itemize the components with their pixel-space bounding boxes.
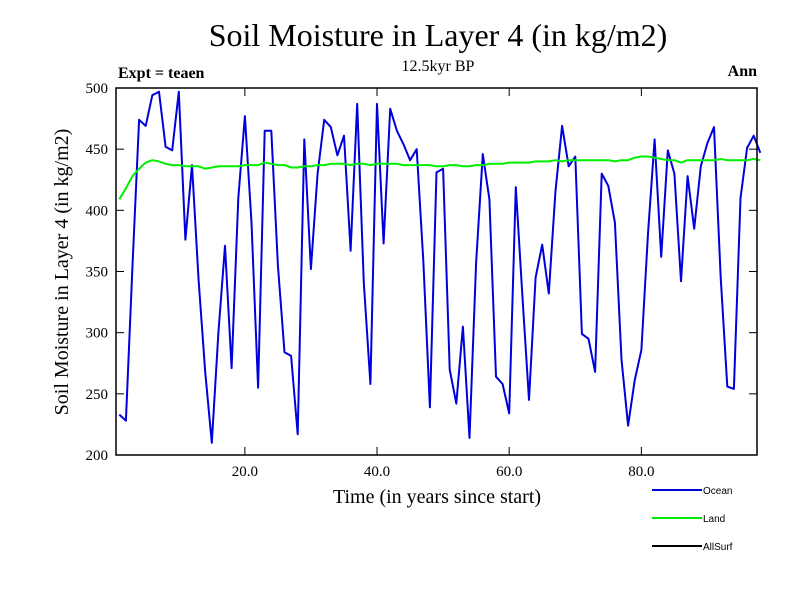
y-tick-label: 300 bbox=[86, 326, 109, 342]
x-tick-label: 40.0 bbox=[364, 464, 390, 480]
y-tick-label: 250 bbox=[86, 387, 109, 403]
experiment-label: Expt = teaen bbox=[118, 65, 205, 82]
legend-label-ocean: Ocean bbox=[703, 486, 732, 497]
x-axis-label: Time (in years since start) bbox=[333, 486, 541, 508]
y-tick-label: 350 bbox=[86, 265, 109, 281]
period-label: Ann bbox=[728, 63, 757, 80]
legend: Ocean Land AllSurf bbox=[652, 486, 733, 553]
y-tick-label: 400 bbox=[86, 203, 109, 219]
x-tick-label: 80.0 bbox=[628, 464, 654, 480]
series-line-land bbox=[118, 155, 761, 200]
series-line-ocean bbox=[118, 90, 762, 444]
x-tick-label: 60.0 bbox=[496, 464, 522, 480]
plot-frame bbox=[115, 87, 758, 456]
chart-title: Soil Moisture in Layer 4 (in kg/m2) bbox=[209, 17, 668, 53]
legend-label-land: Land bbox=[703, 514, 725, 525]
legend-label-allsurf: AllSurf bbox=[703, 542, 733, 553]
axis-layer: 200 250 300 350 400 450 500 20.0 40.0 60.0 80.0 bbox=[86, 81, 757, 480]
y-axis-label: Soil Moisture in Layer 4 (in kg/m2) bbox=[51, 129, 73, 416]
y-tick-label: 200 bbox=[86, 448, 109, 464]
chart-subtitle: 12.5kyr BP bbox=[402, 58, 475, 75]
x-tick-label: 20.0 bbox=[232, 464, 258, 480]
y-tick-label: 450 bbox=[86, 142, 109, 158]
series-layer bbox=[118, 90, 762, 444]
y-tick-label: 500 bbox=[86, 81, 109, 97]
